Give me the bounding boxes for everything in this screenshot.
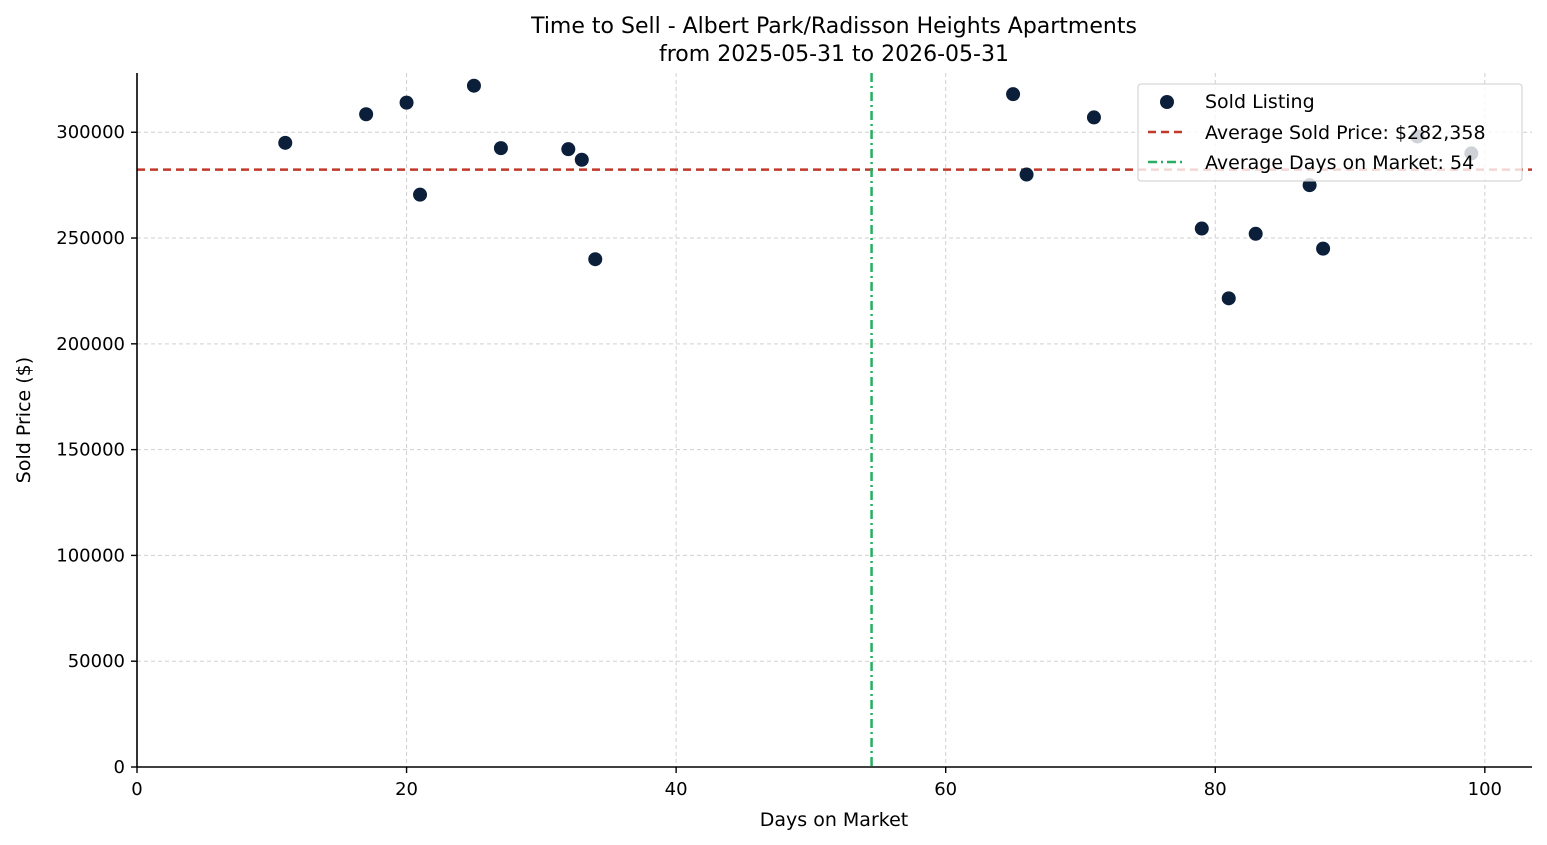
sold-listing-point [493,141,508,156]
sold-listing-point [1194,221,1209,236]
y-tick-label: 300000 [56,122,125,143]
x-tick-label: 60 [934,779,957,800]
sold-listing-point [413,187,428,202]
legend-label-average-price: Average Sold Price: $282,358 [1205,122,1486,144]
y-tick-label: 100000 [56,545,125,566]
axes [136,73,1532,768]
y-axis-label: Sold Price ($) [13,357,35,483]
x-tick-label: 20 [395,779,418,800]
y-tick-label: 250000 [56,228,125,249]
sold-listing-point [1302,178,1317,193]
chart-subtitle: from 2025-05-31 to 2026-05-31 [659,42,1009,67]
x-tick-label: 80 [1204,779,1227,800]
y-tick-label: 0 [114,757,125,778]
x-tick-label: 40 [665,779,688,800]
y-tick-label: 50000 [68,651,125,672]
legend-marker-sold-listing [1160,95,1174,109]
legend: Sold Listing Average Sold Price: $282,35… [1137,83,1523,182]
sold-listing-point [399,95,414,110]
grid-lines [137,73,1532,767]
sold-listing-point [1086,110,1101,125]
sold-listing-point [278,135,293,150]
y-tick-label: 200000 [56,334,125,355]
sold-listing-point [359,107,374,122]
sold-listing-point [1006,87,1021,102]
x-tick-label: 0 [131,779,142,800]
y-tick-label: 150000 [56,440,125,461]
sold-listing-point [1248,226,1263,241]
sold-listing-point [1019,167,1034,182]
tick-labels: 0 20 40 60 80 100 0 50000 100000 150000 200000 2500… [56,122,1502,800]
sold-listing-point [574,152,589,167]
chart-title: Time to Sell - Albert Park/Radisson Heig… [530,14,1137,39]
sold-listing-point [561,142,576,157]
x-axis-label: Days on Market [760,809,908,831]
legend-label-average-days: Average Days on Market: 54 [1205,152,1474,174]
legend-frame [1137,83,1523,182]
x-tick-label: 100 [1468,779,1502,800]
legend-label-sold-listing: Sold Listing [1205,91,1315,113]
sold-listing-point [1316,241,1331,256]
sold-listing-point [1221,291,1236,306]
sold-listing-point [466,78,481,93]
sold-listing-point [588,252,603,267]
